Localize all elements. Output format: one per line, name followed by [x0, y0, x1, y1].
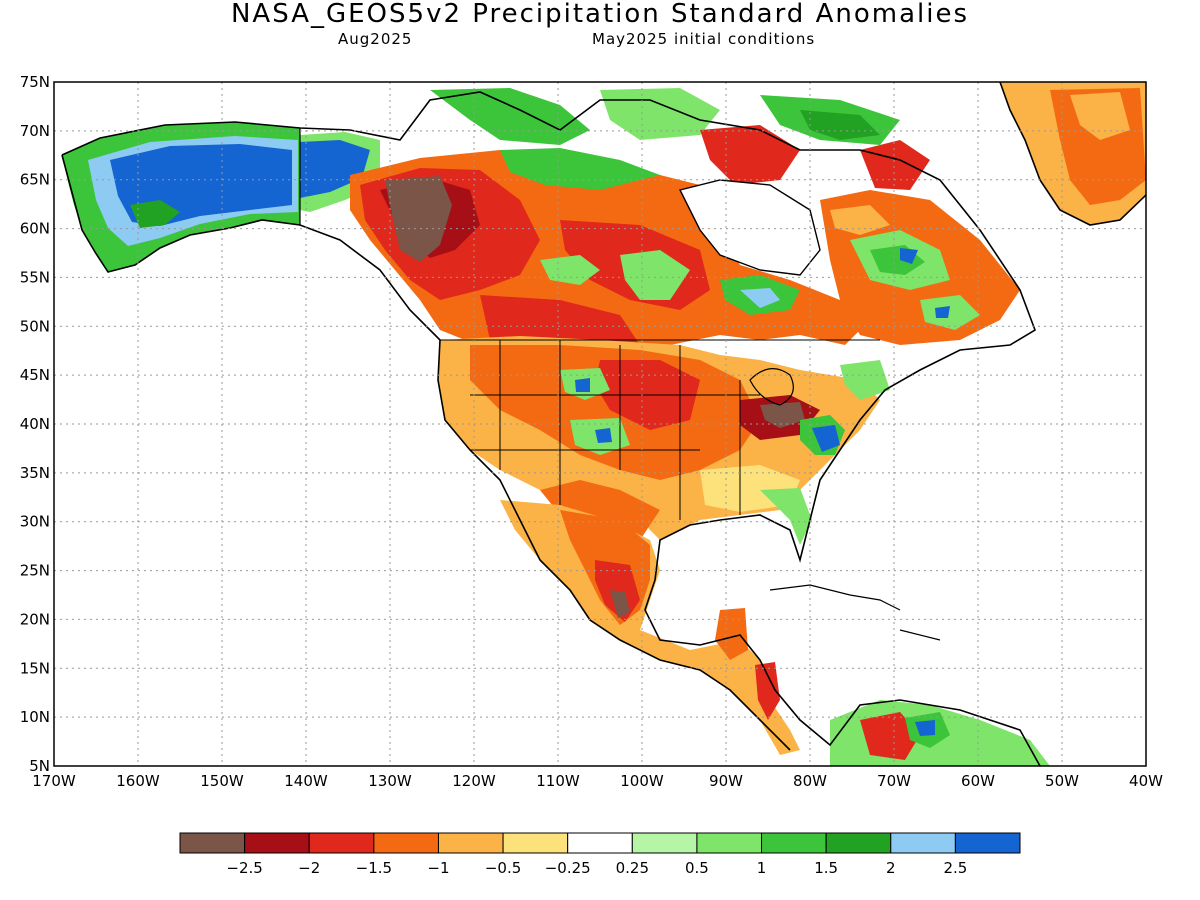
canada-region [350, 88, 870, 352]
colorbar-label: 1.5 [814, 859, 838, 877]
lat-tick-label: 65N [20, 171, 50, 189]
lat-tick-label: 50N [20, 317, 50, 335]
south-america-region [830, 700, 1050, 766]
colorbar-label: −0.25 [545, 859, 591, 877]
colorbar-label: 2.5 [943, 859, 967, 877]
map-title: NASA_GEOS5v2 Precipitation Standard Anom… [230, 0, 970, 29]
greenland-region [1000, 82, 1146, 225]
lon-tick-label: 70W [877, 772, 911, 790]
colorbar-label: −2 [298, 859, 320, 877]
colorbar-label: 1 [757, 859, 767, 877]
lon-tick-label: 40W [1129, 772, 1163, 790]
lat-tick-label: 5N [29, 757, 50, 775]
lon-tick-label: 60W [961, 772, 995, 790]
lat-tick-label: 60N [20, 220, 50, 238]
colorbar-swatch [890, 832, 956, 854]
colorbar-swatch [631, 832, 698, 854]
lon-tick-label: 100W [620, 772, 664, 790]
lon-tick-label: 130W [368, 772, 412, 790]
hudson-bay [680, 180, 820, 275]
colorbar [179, 832, 1021, 854]
colorbar-label: −1.5 [356, 859, 392, 877]
valid-month-label: Aug2025 [338, 30, 413, 48]
colorbar-swatch [761, 832, 827, 854]
colorbar-swatch [567, 832, 633, 854]
colorbar-swatch [179, 832, 246, 854]
colorbar-swatch [244, 832, 310, 854]
lat-tick-label: 35N [20, 464, 50, 482]
lon-tick-label: 90W [709, 772, 743, 790]
colorbar-label: 2 [886, 859, 896, 877]
longitude-labels: 170W 160W 150W 140W 130W 120W 110W 100W 90W 80W 70… [32, 772, 1163, 790]
lat-tick-label: 55N [20, 268, 50, 286]
lon-tick-label: 160W [116, 772, 160, 790]
alaska-region [62, 122, 380, 272]
colorbar-swatch [696, 832, 763, 854]
lon-tick-label: 150W [200, 772, 244, 790]
map-field [54, 82, 1146, 766]
colorbar-swatch [502, 832, 569, 854]
lat-tick-label: 20N [20, 610, 50, 628]
colorbar-label: 0.25 [616, 859, 649, 877]
map-frame [53, 81, 1147, 767]
colorbar-swatch [437, 832, 504, 854]
lon-tick-label: 110W [536, 772, 580, 790]
colorbar-swatch [373, 832, 439, 854]
lon-tick-label: 80W [793, 772, 827, 790]
colorbar-swatch [954, 832, 1021, 854]
colorbar-swatch [825, 832, 892, 854]
colorbar-label: −2.5 [226, 859, 262, 877]
lat-tick-label: 75N [20, 73, 50, 91]
lat-tick-label: 30N [20, 513, 50, 531]
lat-tick-label: 25N [20, 562, 50, 580]
init-conditions-label: May2025 initial conditions [592, 30, 816, 48]
lat-tick-label: 45N [20, 366, 50, 384]
colorbar-label: 0.5 [685, 859, 709, 877]
lon-tick-label: 170W [32, 772, 76, 790]
lon-tick-label: 120W [452, 772, 496, 790]
lon-tick-label: 50W [1045, 772, 1079, 790]
lat-tick-label: 70N [20, 122, 50, 140]
colorbar-label: −0.5 [485, 859, 521, 877]
lat-tick-label: 10N [20, 708, 50, 726]
colorbar-labels: −2.5 −2 −1.5 −1 −0.5 −0.25 0.25 0.5 1 1.5 2 2.5 [226, 859, 967, 877]
colorbar-swatch [308, 832, 375, 854]
lon-tick-label: 140W [284, 772, 328, 790]
lat-tick-label: 15N [20, 659, 50, 677]
gridlines [54, 82, 1146, 766]
colorbar-label: −1 [427, 859, 449, 877]
lat-tick-label: 40N [20, 415, 50, 433]
mexico-central-america-region [500, 500, 800, 755]
latitude-labels: 75N 70N 65N 60N 55N 50N 45N 40N 35N 30N 25N 20N 15N 1… [20, 73, 50, 775]
